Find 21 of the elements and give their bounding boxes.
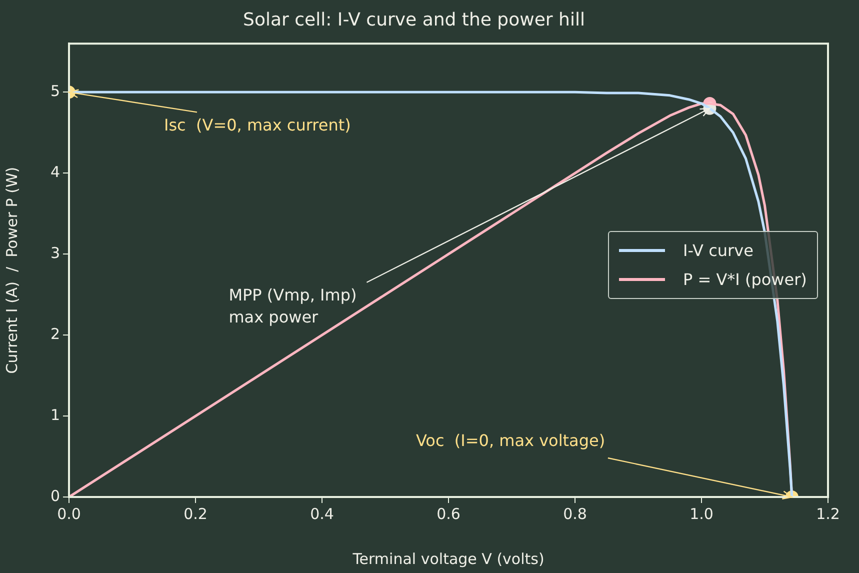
x-tick-label: 0.4 [310,504,334,523]
x-tick-label: 0.6 [436,504,460,523]
y-axis-title: Current I (A) / Power P (W) [2,166,21,374]
x-tick-label: 0.8 [563,504,587,523]
legend-label: P = V*I (power) [683,270,807,290]
y-tick-label: 0 [50,486,60,505]
chart-title: Solar cell: I-V curve and the power hill [243,9,585,30]
x-tick-label: 0.0 [57,504,81,523]
y-tick-label: 1 [50,406,60,424]
y-tick-label: 2 [50,324,60,343]
x-axis-title: Terminal voltage V (volts) [352,550,544,568]
y-tick-label: 4 [50,163,60,182]
y-tick-label: 3 [50,244,60,262]
x-tick-label: 0.2 [184,504,208,523]
y-tick-label: 5 [50,82,60,100]
annotation: Voc (I=0, max voltage) [416,431,606,450]
x-tick-label: 1.0 [690,504,714,523]
legend-label: I-V curve [683,241,754,260]
annotation: MPP (Vmp, Imp) max power [228,286,357,327]
x-tick-label: 1.2 [816,504,840,523]
annotation: Isc (V=0, max current) [164,115,351,134]
